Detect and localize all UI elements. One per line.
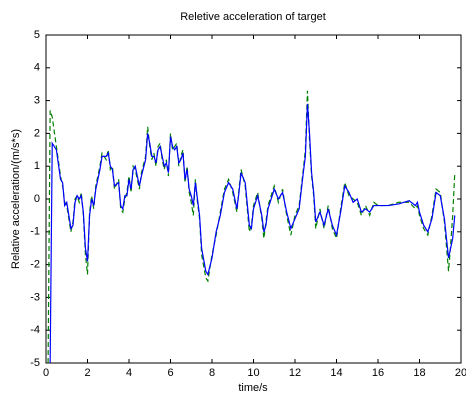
x-tick-label: 6 [167,367,173,379]
y-axis-label: Relative acceleration/(m/s*s) [10,129,22,269]
x-tick-label: 16 [372,367,384,379]
y-tick-label: -2 [30,259,40,271]
x-tick-label: 18 [413,367,425,379]
y-tick-label: -4 [30,324,40,336]
x-tick-label: 12 [289,367,301,379]
y-tick-label: -5 [30,357,40,369]
y-tick-label: 2 [34,127,40,139]
x-tick-label: 0 [43,367,49,379]
plot-frame [45,34,462,364]
x-tick-label: 10 [247,367,259,379]
x-axis-label: time/s [238,382,268,394]
y-tick-label: 4 [34,62,40,74]
chart-title: Reletive acceleration of target [180,11,326,23]
x-tick-label: 4 [126,367,132,379]
x-tick-label: 8 [209,367,215,379]
data-line [49,103,456,364]
y-tick-label: 5 [34,29,40,41]
y-tick-label: 1 [34,160,40,172]
x-tick-label: 14 [330,367,342,379]
x-tick-label: 20 [455,367,466,379]
y-tick-label: -3 [30,291,40,303]
x-tick-label: 2 [84,367,90,379]
y-tick-label: 0 [34,193,40,205]
y-tick-label: 3 [34,95,40,107]
y-tick-label: -1 [30,226,40,238]
